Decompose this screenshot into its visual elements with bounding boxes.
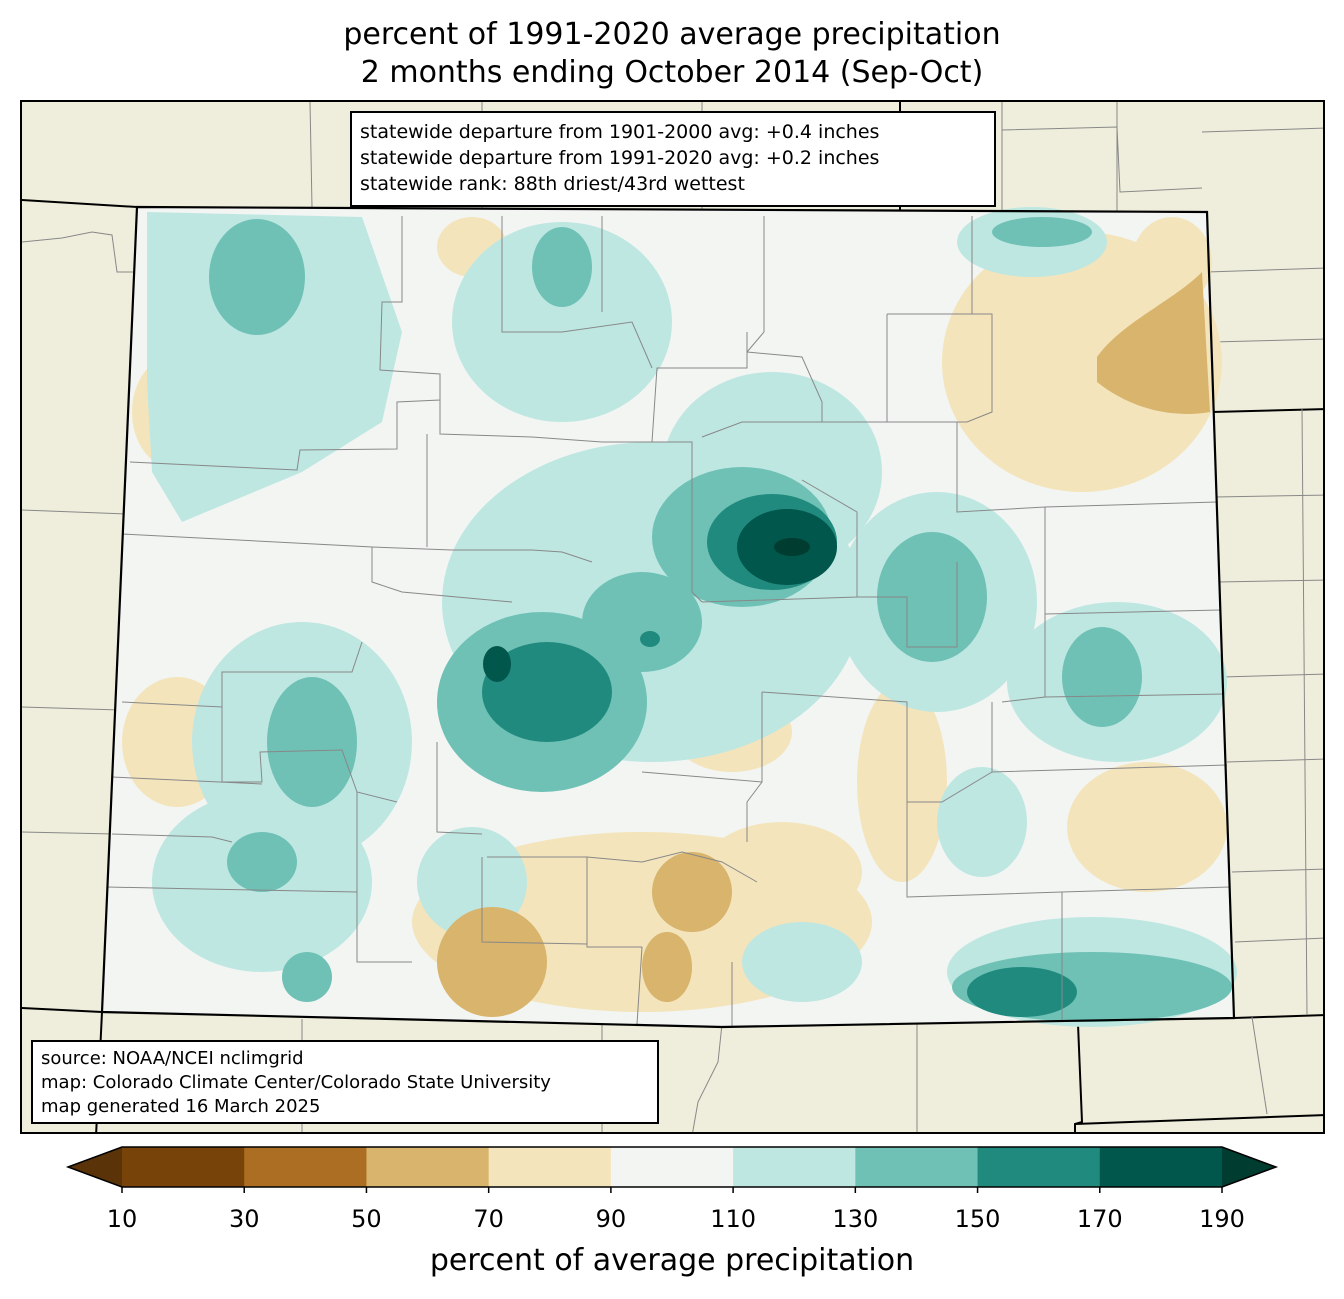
colorbar-bin bbox=[244, 1147, 367, 1187]
colorbar-bin bbox=[488, 1147, 612, 1187]
colorbar-bin bbox=[610, 1147, 734, 1187]
colorado-border bbox=[100, 205, 1236, 1029]
stats-departure-1901-2000: statewide departure from 1901-2000 avg: … bbox=[360, 121, 880, 143]
colorbar-bin bbox=[1099, 1147, 1223, 1187]
precipitation-map bbox=[22, 102, 1323, 1132]
colorbar-tick-label: 190 bbox=[1199, 1205, 1245, 1233]
colorbar-tick-label: 110 bbox=[710, 1205, 757, 1233]
colorbar-bin bbox=[855, 1147, 979, 1187]
map-title-line2: 2 months ending October 2014 (Sep-Oct) bbox=[360, 55, 984, 90]
colorbar-extend-low bbox=[68, 1147, 122, 1187]
colorbar-tick-label: 90 bbox=[595, 1205, 627, 1233]
credits-generated-date: map generated 16 March 2025 bbox=[41, 1096, 321, 1117]
map-title-line1: percent of 1991-2020 average precipitati… bbox=[343, 17, 1001, 52]
colorbar bbox=[65, 1146, 1279, 1193]
statewide-stats-box: statewide departure from 1901-2000 avg: … bbox=[350, 111, 996, 207]
precip-contours bbox=[122, 207, 1237, 1027]
colorbar-tick-label: 130 bbox=[832, 1205, 879, 1233]
colorbar-tick-label: 70 bbox=[473, 1205, 504, 1233]
credits-source: source: NOAA/NCEI nclimgrid bbox=[41, 1048, 304, 1069]
colorbar-extend-high bbox=[1222, 1147, 1276, 1187]
map-frame bbox=[20, 100, 1325, 1134]
stats-rank: statewide rank: 88th driest/43rd wettest bbox=[360, 173, 745, 195]
colorbar-tick-label: 30 bbox=[228, 1205, 260, 1233]
credits-box: source: NOAA/NCEI nclimgrid map: Colorad… bbox=[31, 1040, 659, 1124]
colorbar-bin bbox=[366, 1147, 490, 1187]
colorbar-label: percent of average precipitation bbox=[429, 1243, 915, 1278]
colorbar-tick-label: 50 bbox=[351, 1205, 382, 1233]
colorbar-tick-label: 170 bbox=[1076, 1205, 1123, 1233]
colorbar-tick-label: 10 bbox=[106, 1205, 138, 1233]
colorbar-bin bbox=[733, 1147, 856, 1187]
colorbar-tick-label: 150 bbox=[954, 1205, 1001, 1233]
credits-map-author: map: Colorado Climate Center/Colorado St… bbox=[41, 1072, 551, 1093]
county-lines bbox=[106, 216, 1231, 1027]
colorbar-bin bbox=[977, 1147, 1101, 1187]
colorbar-bin bbox=[122, 1147, 245, 1187]
stats-departure-1991-2020: statewide departure from 1991-2020 avg: … bbox=[360, 147, 880, 169]
